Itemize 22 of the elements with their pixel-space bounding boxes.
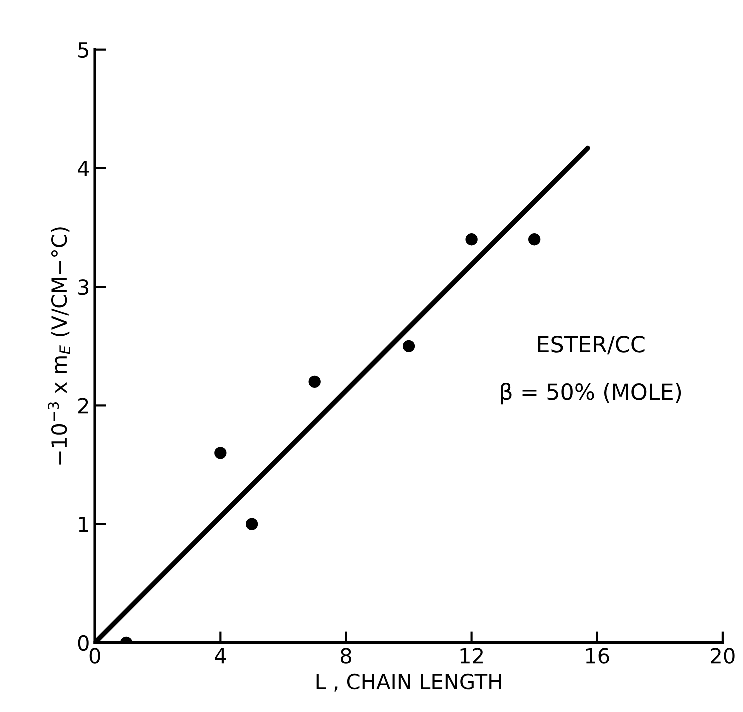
x-axis-title: L , CHAIN LENGTH xyxy=(316,674,502,692)
x-tick-label: 0 xyxy=(90,648,100,664)
x-tick-label: 4 xyxy=(215,648,226,664)
annotation: ESTER/CC xyxy=(538,336,645,355)
x-tick-label: 12 xyxy=(460,648,483,664)
annotation: β = 50% (MOLE) xyxy=(501,383,682,405)
point xyxy=(246,518,258,530)
point xyxy=(214,447,227,460)
y-tick-label: 2 xyxy=(78,398,88,414)
y-tick-label: 1 xyxy=(79,517,88,532)
point xyxy=(528,234,541,246)
point xyxy=(466,234,478,246)
x-tick-label: 20 xyxy=(711,648,735,664)
y-tick-label: 0 xyxy=(78,635,89,652)
y-tick-label: 3 xyxy=(78,280,89,296)
y-tick-label: 4 xyxy=(78,161,90,176)
y-axis-title: −10$^{−3}$ x m$_{E}$ (V/CM−°C) xyxy=(48,228,70,465)
x-tick-label: 16 xyxy=(586,648,610,664)
point xyxy=(308,376,321,388)
x-tick-label: 8 xyxy=(341,648,352,664)
point xyxy=(402,340,416,352)
y-tick-label: 5 xyxy=(78,42,88,58)
